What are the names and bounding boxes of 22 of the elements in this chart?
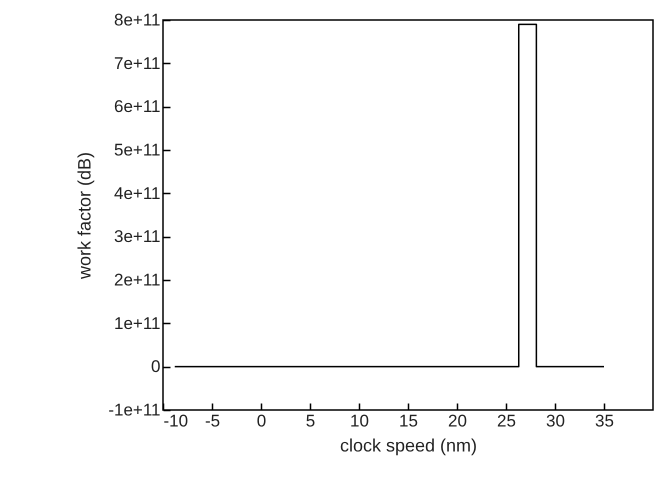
y-tick-label: 8e+11 bbox=[114, 10, 160, 30]
x-tick-label: -5 bbox=[204, 412, 220, 430]
x-tick-label: 10 bbox=[350, 412, 369, 430]
y-tick-label: 4e+11 bbox=[114, 184, 160, 203]
x-tick-label: 35 bbox=[595, 412, 614, 430]
x-tick-label: 5 bbox=[306, 412, 316, 430]
x-tick-label: -10 bbox=[164, 412, 188, 430]
x-axis-title: clock speed (nm) bbox=[340, 436, 478, 456]
y-tick-label: 0 bbox=[151, 357, 160, 376]
y-tick-label: 2e+11 bbox=[114, 270, 160, 290]
x-tick-label: 20 bbox=[448, 412, 467, 430]
y-tick-label: 6e+11 bbox=[114, 97, 160, 116]
y-tick-label: 5e+11 bbox=[114, 140, 160, 160]
y-tick-label: 7e+11 bbox=[114, 54, 160, 73]
x-tick-label: 0 bbox=[256, 412, 266, 430]
x-tick-label: 25 bbox=[497, 412, 516, 430]
x-tick-label: 30 bbox=[546, 412, 565, 430]
y-tick-label: -1e+11 bbox=[108, 400, 160, 420]
x-tick-label: 15 bbox=[399, 412, 418, 430]
y-axis-title: work factor (dB) bbox=[74, 152, 94, 280]
y-tick-label: 1e+11 bbox=[114, 314, 160, 333]
y-tick-label: 3e+11 bbox=[114, 227, 160, 246]
